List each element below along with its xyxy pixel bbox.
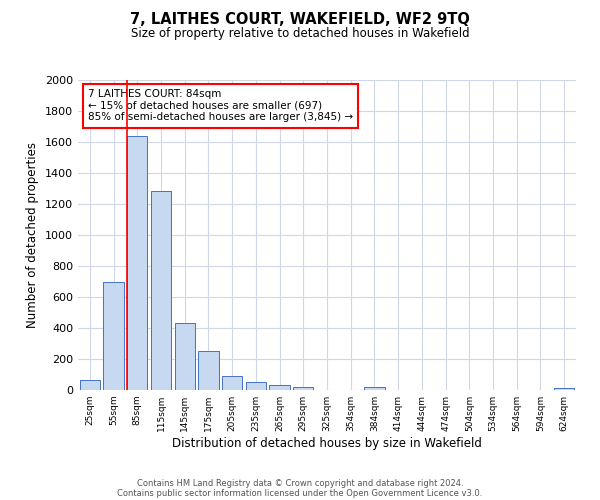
Text: Contains public sector information licensed under the Open Government Licence v3: Contains public sector information licen… — [118, 488, 482, 498]
Text: 7 LAITHES COURT: 84sqm
← 15% of detached houses are smaller (697)
85% of semi-de: 7 LAITHES COURT: 84sqm ← 15% of detached… — [88, 90, 353, 122]
Text: 7, LAITHES COURT, WAKEFIELD, WF2 9TQ: 7, LAITHES COURT, WAKEFIELD, WF2 9TQ — [130, 12, 470, 28]
Text: Contains HM Land Registry data © Crown copyright and database right 2024.: Contains HM Land Registry data © Crown c… — [137, 478, 463, 488]
Bar — [293, 386, 313, 390]
Bar — [554, 388, 574, 390]
Bar — [246, 382, 266, 390]
Bar — [222, 376, 242, 390]
X-axis label: Distribution of detached houses by size in Wakefield: Distribution of detached houses by size … — [172, 437, 482, 450]
Bar — [175, 322, 195, 390]
Bar — [151, 191, 171, 390]
Bar — [103, 282, 124, 390]
Bar — [199, 351, 218, 390]
Bar — [80, 380, 100, 390]
Bar — [127, 136, 148, 390]
Bar — [269, 384, 290, 390]
Text: Size of property relative to detached houses in Wakefield: Size of property relative to detached ho… — [131, 28, 469, 40]
Bar — [364, 387, 385, 390]
Y-axis label: Number of detached properties: Number of detached properties — [26, 142, 40, 328]
